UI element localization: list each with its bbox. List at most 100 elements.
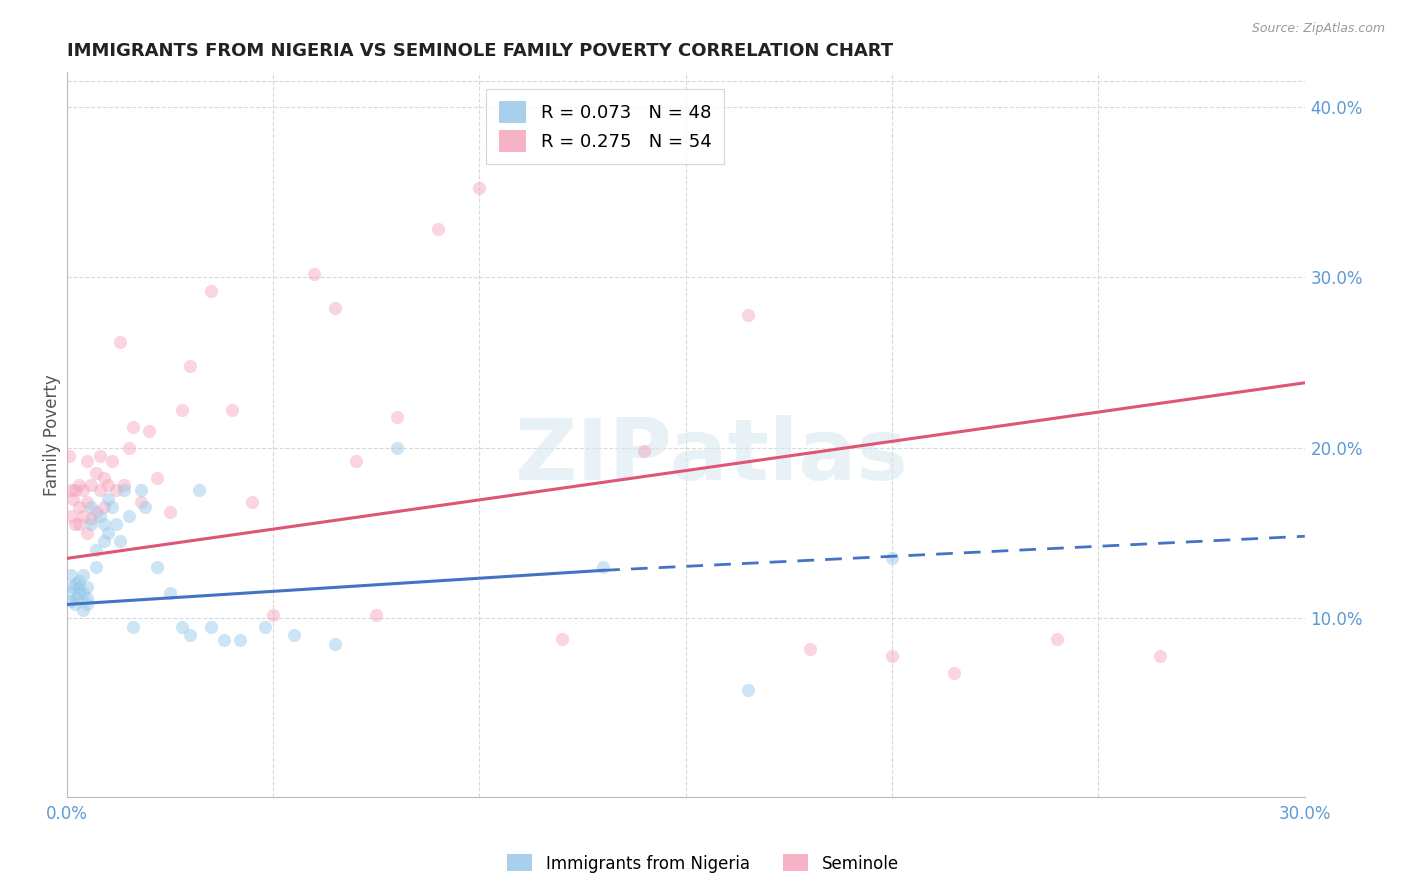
- Point: [468, 181, 491, 195]
- Y-axis label: Family Poverty: Family Poverty: [44, 374, 60, 496]
- Point: [323, 637, 346, 651]
- Legend: R = 0.073   N = 48, R = 0.275   N = 54: R = 0.073 N = 48, R = 0.275 N = 54: [486, 88, 724, 164]
- Point: [283, 628, 305, 642]
- Point: [80, 478, 103, 492]
- Point: [212, 633, 235, 648]
- Point: [172, 619, 194, 633]
- Point: [76, 591, 98, 605]
- Point: [592, 560, 614, 574]
- Point: [159, 585, 181, 599]
- Point: [200, 619, 222, 633]
- Point: [121, 420, 143, 434]
- Point: [84, 505, 107, 519]
- Point: [737, 682, 759, 697]
- Point: [72, 585, 94, 599]
- Point: [59, 483, 82, 498]
- Point: [117, 441, 139, 455]
- Point: [80, 500, 103, 515]
- Point: [93, 500, 115, 515]
- Point: [89, 508, 111, 523]
- Point: [72, 568, 94, 582]
- Point: [129, 483, 152, 498]
- Point: [1149, 648, 1171, 663]
- Point: [323, 301, 346, 315]
- Point: [84, 542, 107, 557]
- Point: [1046, 632, 1069, 646]
- Point: [737, 308, 759, 322]
- Point: [110, 534, 132, 549]
- Point: [67, 478, 90, 492]
- Point: [187, 483, 209, 498]
- Text: IMMIGRANTS FROM NIGERIA VS SEMINOLE FAMILY POVERTY CORRELATION CHART: IMMIGRANTS FROM NIGERIA VS SEMINOLE FAMI…: [66, 42, 893, 60]
- Point: [146, 560, 169, 574]
- Point: [882, 551, 904, 566]
- Point: [114, 478, 136, 492]
- Point: [304, 267, 326, 281]
- Point: [172, 403, 194, 417]
- Point: [179, 628, 201, 642]
- Point: [63, 483, 86, 498]
- Point: [551, 632, 574, 646]
- Point: [134, 500, 156, 515]
- Point: [76, 598, 98, 612]
- Point: [200, 284, 222, 298]
- Legend: Immigrants from Nigeria, Seminole: Immigrants from Nigeria, Seminole: [501, 847, 905, 880]
- Point: [67, 517, 90, 532]
- Point: [242, 495, 264, 509]
- Point: [59, 568, 82, 582]
- Point: [114, 483, 136, 498]
- Point: [93, 534, 115, 549]
- Point: [59, 508, 82, 523]
- Point: [97, 525, 120, 540]
- Point: [385, 409, 408, 424]
- Point: [67, 585, 90, 599]
- Point: [229, 633, 252, 648]
- Point: [385, 441, 408, 455]
- Point: [93, 471, 115, 485]
- Point: [67, 581, 90, 595]
- Point: [179, 359, 201, 373]
- Point: [80, 512, 103, 526]
- Point: [67, 574, 90, 588]
- Text: ZIPatlas: ZIPatlas: [513, 415, 907, 498]
- Point: [882, 648, 904, 663]
- Point: [80, 517, 103, 532]
- Point: [93, 517, 115, 532]
- Point: [101, 454, 124, 468]
- Point: [72, 483, 94, 498]
- Point: [66, 591, 89, 605]
- Point: [84, 560, 107, 574]
- Point: [253, 619, 276, 633]
- Point: [117, 508, 139, 523]
- Point: [58, 585, 80, 599]
- Point: [146, 471, 169, 485]
- Point: [63, 517, 86, 532]
- Point: [105, 517, 128, 532]
- Point: [138, 424, 160, 438]
- Point: [943, 665, 966, 680]
- Point: [159, 505, 181, 519]
- Point: [121, 619, 143, 633]
- Point: [633, 444, 655, 458]
- Text: Source: ZipAtlas.com: Source: ZipAtlas.com: [1251, 22, 1385, 36]
- Point: [58, 449, 80, 463]
- Point: [62, 491, 84, 506]
- Point: [344, 454, 367, 468]
- Point: [97, 478, 120, 492]
- Point: [221, 403, 243, 417]
- Point: [366, 607, 388, 622]
- Point: [76, 454, 98, 468]
- Point: [59, 594, 82, 608]
- Point: [97, 491, 120, 506]
- Point: [84, 466, 107, 480]
- Point: [67, 500, 90, 515]
- Point: [89, 449, 111, 463]
- Point: [105, 483, 128, 498]
- Point: [62, 581, 84, 595]
- Point: [89, 483, 111, 498]
- Point: [427, 222, 450, 236]
- Point: [76, 525, 98, 540]
- Point: [110, 334, 132, 349]
- Point: [129, 495, 152, 509]
- Point: [262, 607, 284, 622]
